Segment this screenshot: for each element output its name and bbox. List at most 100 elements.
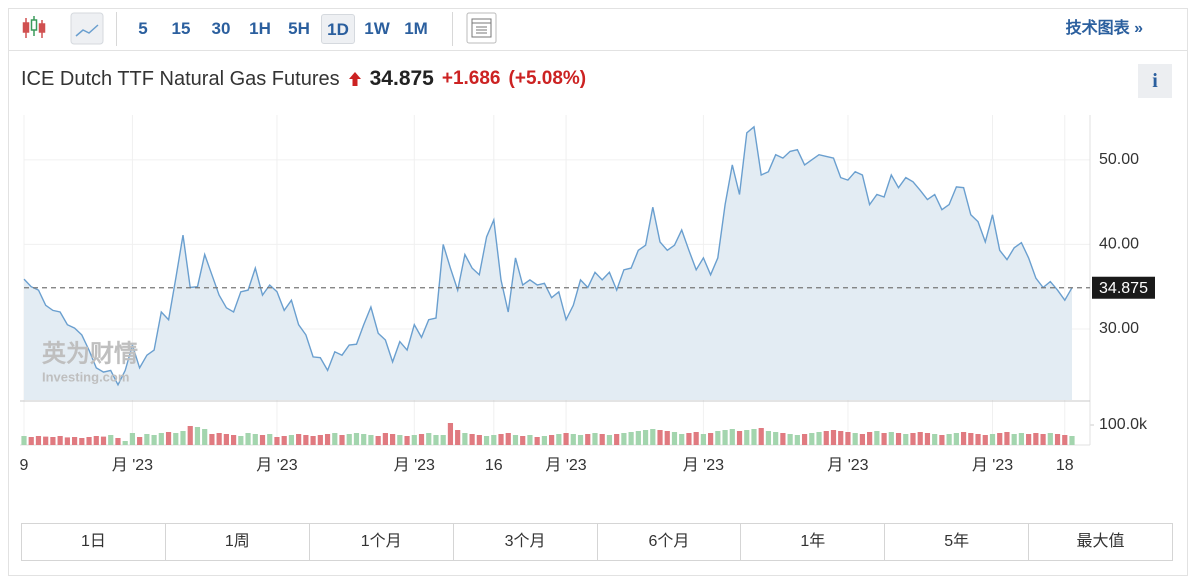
watermark-en: Investing.com bbox=[42, 369, 129, 384]
volume-bar bbox=[534, 437, 540, 445]
volume-bar bbox=[129, 433, 136, 445]
volume-bar bbox=[570, 434, 576, 445]
interval-button[interactable]: 1W bbox=[364, 19, 390, 38]
volume-bar bbox=[382, 433, 388, 445]
volume-bar bbox=[816, 432, 822, 445]
volume-bar bbox=[650, 429, 656, 445]
interval-button[interactable]: 1M bbox=[404, 19, 428, 38]
volume-bar bbox=[606, 435, 613, 445]
price-change: +1.686 bbox=[441, 68, 501, 89]
volume-bar bbox=[823, 431, 829, 445]
y-tick-label: 40.00 bbox=[1099, 236, 1139, 253]
volume-bar bbox=[549, 435, 555, 445]
volume-bar bbox=[592, 433, 598, 445]
volume-bar bbox=[281, 436, 287, 445]
range-button[interactable]: 最大值 bbox=[1028, 524, 1172, 560]
volume-bar bbox=[845, 432, 851, 445]
price-change-pct: (+5.08%) bbox=[508, 68, 587, 89]
volume-bar bbox=[989, 434, 996, 445]
volume-bar bbox=[563, 433, 569, 445]
x-tick-label: 月 '23 bbox=[256, 457, 297, 474]
volume-bar bbox=[1069, 436, 1075, 445]
range-button[interactable]: 5年 bbox=[884, 524, 1028, 560]
range-button[interactable]: 1周 bbox=[164, 524, 309, 560]
volume-bar bbox=[527, 435, 533, 445]
volume-bar bbox=[216, 433, 222, 445]
volume-bar bbox=[21, 436, 27, 445]
volume-bar bbox=[794, 435, 800, 445]
interval-button[interactable]: 5 bbox=[138, 19, 148, 38]
quote-header: ICE Dutch TTF Natural Gas Futures 34.875… bbox=[21, 64, 586, 94]
volume-bar bbox=[447, 423, 454, 445]
range-button[interactable]: 6个月 bbox=[596, 524, 741, 560]
volume-bar bbox=[71, 437, 78, 445]
volume-bar bbox=[165, 432, 172, 445]
volume-bar bbox=[679, 434, 685, 445]
volume-bar bbox=[462, 433, 468, 445]
volume-bar bbox=[433, 435, 439, 445]
volume-bar bbox=[852, 433, 858, 445]
volume-bar bbox=[173, 433, 179, 445]
volume-bar bbox=[1047, 433, 1053, 445]
last-price-label: 34.875 bbox=[1099, 280, 1148, 297]
volume-bar bbox=[577, 435, 584, 445]
volume-bar bbox=[303, 435, 309, 445]
volume-bar bbox=[758, 428, 764, 445]
volume-bar bbox=[968, 433, 974, 445]
range-button[interactable]: 1年 bbox=[740, 524, 884, 560]
volume-bar bbox=[346, 434, 352, 445]
x-tick-label: 16 bbox=[485, 457, 503, 474]
interval-button[interactable]: 15 bbox=[171, 19, 191, 38]
volume-bar bbox=[599, 434, 605, 445]
volume-bar bbox=[43, 436, 49, 445]
volume-bar bbox=[541, 436, 547, 445]
volume-bar bbox=[903, 434, 909, 445]
volume-bar bbox=[137, 437, 143, 445]
volume-bar bbox=[910, 433, 916, 445]
interval-button[interactable]: 30 bbox=[211, 19, 231, 38]
line-icon-button[interactable] bbox=[70, 12, 104, 45]
volume-bar bbox=[476, 435, 482, 445]
x-tick-label: 9 bbox=[20, 457, 29, 474]
range-button[interactable]: 1日 bbox=[80, 533, 106, 550]
interval-button[interactable]: 1D bbox=[321, 14, 355, 44]
volume-bar bbox=[469, 434, 475, 445]
volume-bar bbox=[252, 434, 258, 445]
volume-bar bbox=[939, 435, 945, 445]
interval-button[interactable]: 1H bbox=[249, 19, 271, 38]
technical-chart-link[interactable]: 技术图表 » bbox=[1065, 20, 1143, 37]
volume-bar bbox=[353, 433, 360, 445]
volume-bar bbox=[1033, 433, 1039, 445]
volume-bar bbox=[997, 433, 1003, 445]
volume-bar bbox=[455, 430, 461, 445]
volume-bar bbox=[86, 437, 92, 445]
volume-bar bbox=[375, 436, 381, 445]
volume-bar bbox=[520, 436, 526, 445]
volume-bar bbox=[614, 434, 620, 445]
volume-bar bbox=[751, 429, 757, 445]
volume-bar bbox=[1004, 432, 1010, 445]
volume-bar bbox=[122, 441, 128, 445]
volume-bar bbox=[115, 438, 121, 445]
instrument-title: ICE Dutch TTF Natural Gas Futures bbox=[21, 67, 340, 90]
volume-bar bbox=[946, 434, 952, 445]
range-button[interactable]: 1个月 bbox=[308, 524, 453, 560]
volume-bar bbox=[180, 431, 186, 445]
volume-bar bbox=[1054, 434, 1061, 445]
volume-bar bbox=[628, 432, 634, 445]
volume-bar bbox=[700, 434, 706, 445]
volume-bar bbox=[982, 435, 988, 445]
info-button[interactable]: i bbox=[1138, 64, 1172, 98]
volume-bar bbox=[867, 432, 873, 445]
volume-bar bbox=[202, 429, 208, 445]
range-button[interactable]: 3个月 bbox=[452, 524, 597, 560]
volume-bar bbox=[736, 431, 743, 445]
y-tick-label: 50.00 bbox=[1099, 151, 1139, 168]
interval-button[interactable]: 5H bbox=[288, 19, 310, 38]
watermark-cn: 英为财情 bbox=[42, 340, 138, 367]
volume-bar bbox=[1026, 434, 1032, 445]
volume-bar bbox=[491, 435, 497, 445]
layout-icon-button[interactable] bbox=[466, 12, 497, 44]
volume-bar bbox=[924, 433, 931, 445]
